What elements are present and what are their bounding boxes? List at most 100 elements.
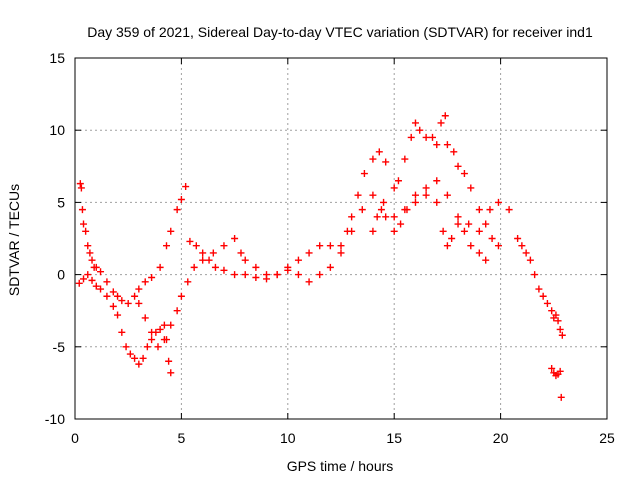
data-point bbox=[76, 180, 84, 188]
data-point bbox=[433, 198, 441, 206]
data-point bbox=[422, 191, 430, 199]
data-point bbox=[443, 141, 451, 149]
data-point bbox=[80, 220, 88, 228]
data-point bbox=[326, 242, 334, 250]
data-point bbox=[548, 364, 556, 372]
data-point bbox=[397, 220, 405, 228]
data-point bbox=[390, 184, 398, 192]
data-point bbox=[373, 213, 381, 221]
x-tick-label: 10 bbox=[280, 430, 296, 446]
data-point bbox=[190, 263, 198, 271]
data-point bbox=[126, 350, 134, 358]
data-point bbox=[337, 242, 345, 250]
data-point bbox=[252, 263, 260, 271]
data-point bbox=[199, 249, 207, 257]
data-point bbox=[437, 119, 445, 127]
x-tick-label: 0 bbox=[71, 430, 79, 446]
x-tick-label: 20 bbox=[493, 430, 509, 446]
data-point bbox=[403, 206, 411, 214]
axis-ticks bbox=[74, 57, 608, 420]
data-point bbox=[143, 343, 151, 351]
series-track-g bbox=[505, 206, 566, 339]
series-track-c bbox=[135, 235, 334, 351]
data-point bbox=[401, 155, 409, 163]
data-point bbox=[443, 242, 451, 250]
data-point bbox=[109, 302, 117, 310]
data-point bbox=[220, 242, 228, 250]
data-point bbox=[460, 227, 468, 235]
data-point bbox=[294, 256, 302, 264]
data-point bbox=[84, 271, 92, 279]
data-point bbox=[475, 227, 483, 235]
data-points bbox=[75, 112, 566, 401]
data-point bbox=[422, 133, 430, 141]
data-point bbox=[454, 162, 462, 170]
data-point bbox=[522, 249, 530, 257]
data-point bbox=[167, 321, 175, 329]
y-tick-label: 10 bbox=[49, 122, 65, 138]
data-point bbox=[556, 325, 564, 333]
data-point bbox=[160, 336, 168, 344]
data-point bbox=[84, 242, 92, 250]
data-point bbox=[305, 278, 313, 286]
data-point bbox=[543, 299, 551, 307]
data-point bbox=[209, 249, 217, 257]
data-point bbox=[556, 367, 564, 375]
series-track-d bbox=[186, 177, 502, 286]
data-point bbox=[177, 292, 185, 300]
data-point bbox=[390, 213, 398, 221]
data-point bbox=[141, 314, 149, 322]
data-point bbox=[80, 275, 88, 283]
data-point bbox=[380, 198, 388, 206]
data-point bbox=[135, 285, 143, 293]
data-point bbox=[109, 288, 117, 296]
data-point bbox=[86, 249, 94, 257]
y-tick-label: -5 bbox=[53, 339, 66, 355]
data-point bbox=[552, 311, 560, 319]
data-point bbox=[360, 170, 368, 178]
data-point bbox=[433, 141, 441, 149]
series-track-b bbox=[75, 271, 175, 377]
data-point bbox=[539, 292, 547, 300]
y-tick-label: 5 bbox=[57, 194, 65, 210]
data-point bbox=[369, 155, 377, 163]
data-point bbox=[443, 191, 451, 199]
data-point bbox=[173, 206, 181, 214]
data-point bbox=[454, 213, 462, 221]
data-point bbox=[75, 279, 83, 287]
data-point bbox=[167, 227, 175, 235]
data-point bbox=[141, 278, 149, 286]
data-point bbox=[375, 148, 383, 156]
series-track-e bbox=[337, 112, 502, 250]
data-point bbox=[514, 235, 522, 242]
data-point bbox=[486, 206, 494, 214]
data-point bbox=[382, 213, 390, 221]
series-track-f bbox=[369, 191, 490, 264]
data-point bbox=[192, 242, 200, 250]
data-point bbox=[114, 311, 122, 319]
data-point bbox=[252, 273, 260, 281]
x-axis-label: GPS time / hours bbox=[287, 458, 394, 474]
y-axis-label: SDTVAR / TECUs bbox=[6, 184, 22, 296]
y-tick-label: 0 bbox=[57, 267, 65, 283]
data-point bbox=[526, 256, 534, 264]
data-point bbox=[97, 285, 105, 293]
axis-tick-labels: 0 5 10 15 20 25 -10 -5 0 5 10 15 bbox=[45, 50, 615, 446]
data-point bbox=[316, 271, 324, 279]
data-point bbox=[460, 170, 468, 178]
data-point bbox=[488, 235, 496, 242]
data-point bbox=[78, 206, 86, 214]
data-point bbox=[156, 325, 164, 333]
data-point bbox=[394, 177, 402, 185]
data-point bbox=[482, 256, 490, 264]
data-point bbox=[411, 119, 419, 127]
data-point bbox=[531, 271, 539, 279]
data-point bbox=[337, 249, 345, 257]
data-point bbox=[482, 220, 490, 228]
x-tick-label: 15 bbox=[386, 430, 402, 446]
x-tick-label: 25 bbox=[599, 430, 615, 446]
data-point bbox=[241, 256, 249, 264]
y-tick-label: -10 bbox=[45, 411, 65, 427]
data-point bbox=[97, 268, 105, 276]
data-point bbox=[454, 220, 462, 228]
